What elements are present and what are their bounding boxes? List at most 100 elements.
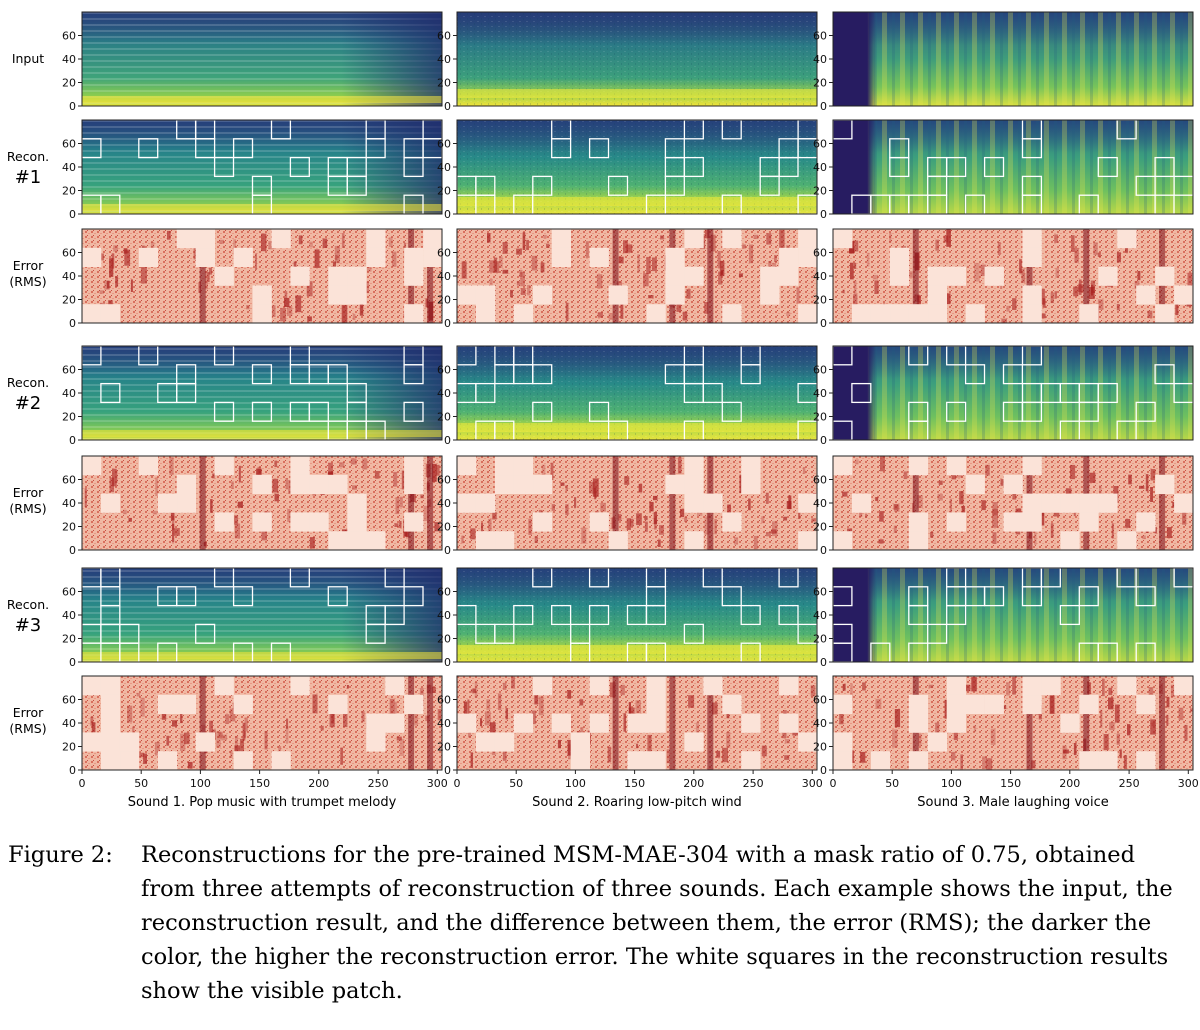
visible-patch [889,156,910,178]
y-tick-label: 40 [62,270,76,283]
row-label: #3 [15,615,42,636]
y-tick-label: 0 [69,434,76,447]
y-tick-label: 60 [62,30,76,43]
y-tick-label: 60 [62,586,76,599]
y-tick-label: 40 [62,717,76,730]
y-tick-label: 20 [813,77,827,90]
y-tick-label: 0 [444,764,451,777]
visible-patch [232,586,254,607]
panel-recon-r1-c3: 0 20 40 60 [813,119,1194,221]
y-tick-label: 0 [820,100,827,113]
visible-patch [721,401,742,422]
x-tick-label: 150 [624,777,645,790]
visible-patch [1135,175,1156,196]
y-tick-label: 20 [62,741,76,754]
x-tick-label: 200 [308,777,329,790]
y-tick-label: 20 [813,741,827,754]
y-tick-label: 60 [437,30,451,43]
visible-patch [588,138,610,159]
x-tick-label: 100 [190,777,211,790]
y-tick-label: 20 [62,521,76,534]
row-label: Recon. [7,149,49,164]
y-tick-label: 0 [69,208,76,221]
x-tick-label: 100 [565,777,586,790]
visible-patch [365,604,386,626]
y-tick-label: 0 [820,317,827,330]
visible-patch [626,604,648,626]
visible-patch [551,138,572,159]
visible-patch [927,175,948,196]
visible-patch [778,138,799,159]
y-tick-label: 40 [813,270,827,283]
visible-patch [494,623,515,644]
visible-patch [927,623,948,644]
visible-patch [551,604,572,626]
visible-patch [157,382,178,404]
panel-recon-r3-c3: 0 20 40 60 [813,345,1194,447]
y-tick-label: 0 [69,100,76,113]
visible-patch [964,586,986,607]
y-tick-label: 40 [437,717,451,730]
visible-patch [1021,175,1043,196]
y-tick-label: 60 [62,364,76,377]
visible-patch [346,382,367,404]
visible-patch [100,382,121,404]
visible-patch [289,156,310,178]
panel-error-r2-c3: 0 20 40 60 [813,228,1194,330]
y-tick-label: 20 [437,741,451,754]
row-label: #1 [15,167,42,188]
visible-patch [851,382,872,404]
x-tick-label: 50 [134,777,148,790]
panel-recon-r5-c3: 0 20 40 60 [813,567,1194,669]
column-title: Sound 2. Roaring low-pitch wind [532,795,742,810]
panel-recon-r3-c2: 0 20 40 60 [437,345,818,447]
x-tick-label: 0 [79,777,86,790]
visible-patch [964,364,986,385]
visible-patch [1002,401,1024,422]
visible-patch [721,586,742,607]
y-tick-label: 60 [813,586,827,599]
visible-patch [664,175,685,196]
row-label: #2 [15,393,42,414]
row-label: Error [13,485,44,500]
panel-recon-r5-c2: 0 20 40 60 [437,567,818,669]
y-tick-label: 0 [69,764,76,777]
visible-patch [1059,604,1080,626]
panel-recon-r1-c2: 0 20 40 60 [437,119,818,221]
figure-grid: 0 20 40 60 0 20 40 60 0 20 40 60 Input 0 20 40 60 0 20 40 60… [7,11,1199,810]
y-tick-label: 60 [437,586,451,599]
visible-patch [365,138,386,159]
y-tick-label: 40 [437,497,451,510]
visible-patch [138,138,159,159]
x-tick-label: 250 [743,777,764,790]
visible-patch [1002,364,1024,385]
visible-patch [1078,586,1099,607]
y-tick-label: 20 [62,633,76,646]
y-tick-label: 40 [437,270,451,283]
visible-patch [308,364,329,385]
x-tick-label: 300 [427,777,448,790]
y-tick-label: 60 [813,694,827,707]
y-tick-label: 40 [62,609,76,622]
x-tick-label: 250 [368,777,389,790]
x-tick-label: 100 [941,777,962,790]
panel-error-r4-c1: 0 20 40 60 [62,455,443,557]
caption-text: Reconstructions for the pre-trained MSM-… [141,842,1173,1004]
visible-patch [403,401,424,422]
row-label: Recon. [7,375,49,390]
panel-error-r6-c1: 0 20 40 60 [62,675,443,777]
y-tick-label: 40 [813,53,827,66]
y-tick-label: 40 [62,161,76,174]
y-tick-label: 40 [813,497,827,510]
row-label: (RMS) [9,501,46,516]
visible-patch [1154,156,1175,178]
visible-patch [1078,401,1099,422]
y-tick-label: 20 [813,411,827,424]
y-tick-label: 60 [813,247,827,260]
x-tick-label: 50 [885,777,899,790]
row-label: Error [13,705,44,720]
y-tick-label: 0 [444,656,451,669]
y-tick-label: 20 [813,521,827,534]
visible-patch [289,401,310,422]
y-tick-label: 40 [437,161,451,174]
